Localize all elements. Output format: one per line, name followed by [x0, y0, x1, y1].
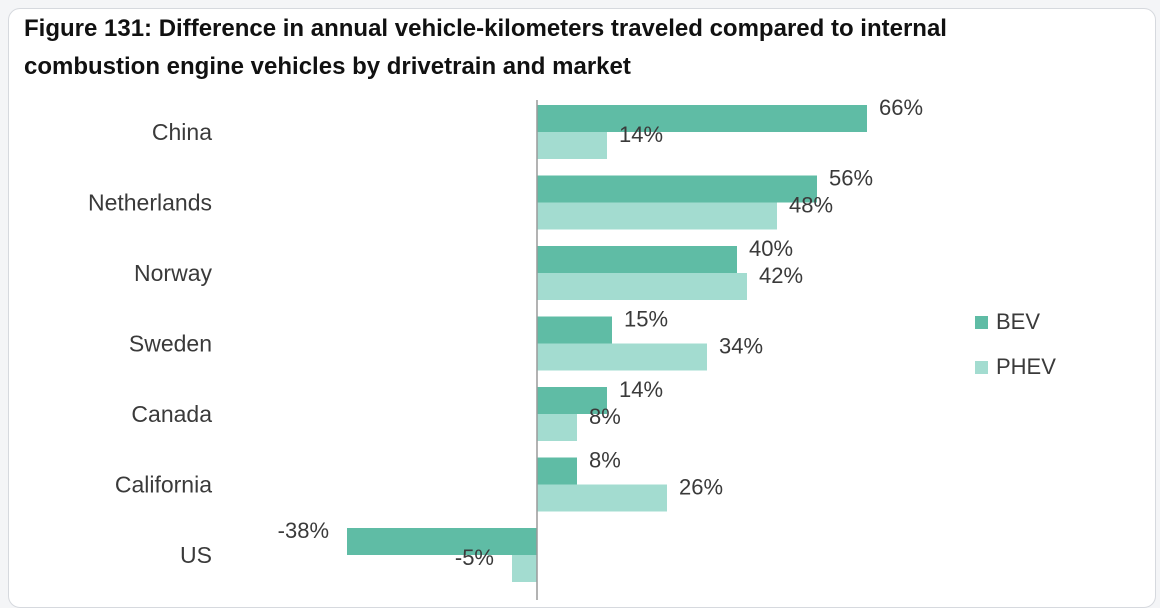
data-label-phev-sweden: 34% [719, 334, 763, 359]
category-label-us: US [180, 542, 212, 568]
data-label-phev-china: 14% [619, 122, 663, 147]
bar-bev-canada [537, 387, 607, 414]
category-label-norway: Norway [134, 260, 212, 286]
category-label-california: California [115, 472, 212, 498]
bar-bev-california [537, 457, 577, 485]
bar-phev-china [537, 132, 607, 159]
bar-phev-norway [537, 273, 747, 300]
bar-phev-california [537, 484, 667, 512]
bar-bev-china [537, 105, 867, 132]
bar-bev-norway [537, 246, 737, 273]
category-label-netherlands: Netherlands [88, 190, 212, 216]
data-label-bev-us: -38% [278, 518, 329, 543]
bar-bev-us [347, 528, 537, 555]
bar-bev-sweden [537, 316, 612, 344]
legend-label-phev: PHEV [996, 354, 1056, 379]
bar-bev-netherlands [537, 175, 817, 203]
legend-swatch-bev [975, 316, 988, 329]
legend-swatch-phev [975, 361, 988, 374]
chart-title: Figure 131: Difference in annual vehicle… [24, 15, 947, 80]
data-label-phev-norway: 42% [759, 263, 803, 288]
data-label-phev-us: -5% [455, 545, 494, 570]
data-label-bev-canada: 14% [619, 377, 663, 402]
data-label-phev-canada: 8% [589, 404, 621, 429]
bar-phev-us [512, 555, 537, 582]
data-label-bev-california: 8% [589, 448, 621, 473]
data-label-phev-netherlands: 48% [789, 193, 833, 218]
data-label-bev-china: 66% [879, 95, 923, 120]
category-label-sweden: Sweden [129, 331, 212, 357]
category-label-china: China [152, 119, 212, 145]
data-label-bev-norway: 40% [749, 236, 793, 261]
data-label-bev-sweden: 15% [624, 307, 668, 332]
bar-phev-sweden [537, 343, 707, 371]
bar-phev-canada [537, 414, 577, 441]
legend-label-bev: BEV [996, 309, 1040, 334]
bar-phev-netherlands [537, 202, 777, 230]
data-label-phev-california: 26% [679, 475, 723, 500]
category-label-canada: Canada [131, 401, 212, 427]
data-label-bev-netherlands: 56% [829, 166, 873, 191]
